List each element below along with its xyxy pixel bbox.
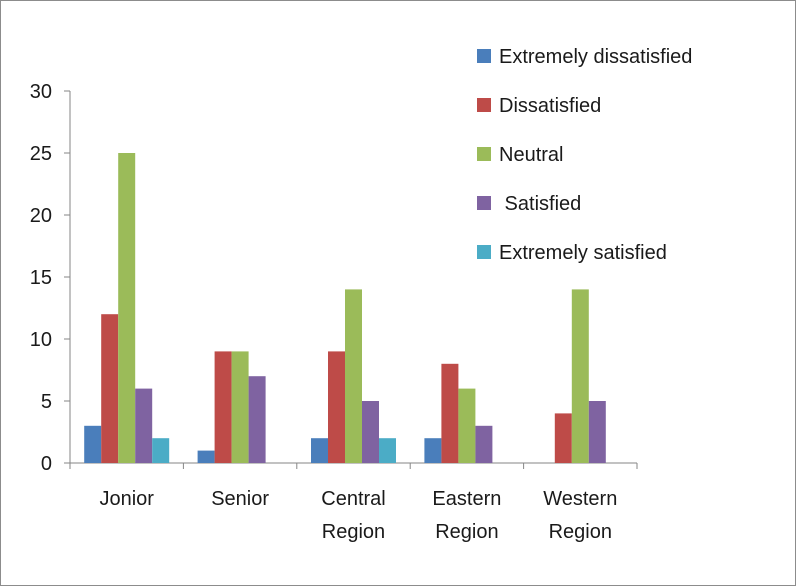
- legend-swatch: [477, 245, 491, 259]
- legend-swatch: [477, 196, 491, 210]
- bar: [571, 289, 589, 463]
- bar: [101, 314, 119, 463]
- bar: [311, 438, 328, 463]
- bar: [554, 413, 572, 463]
- legend-label: Satisfied: [499, 193, 581, 215]
- y-tick-label: 15: [30, 267, 52, 289]
- bar: [248, 376, 266, 463]
- bar: [118, 153, 136, 463]
- legend-label: Dissatisfied: [499, 95, 601, 117]
- x-tick-label: Region: [549, 521, 612, 543]
- bar: [135, 388, 153, 463]
- legend-label: Neutral: [499, 144, 563, 166]
- bar: [379, 438, 396, 463]
- bar: [152, 438, 170, 463]
- bar: [424, 438, 442, 463]
- x-tick-label: Western: [543, 488, 617, 510]
- bar: [231, 351, 249, 463]
- bar: [197, 450, 215, 463]
- bar: [84, 425, 102, 463]
- legend-swatch: [477, 147, 491, 161]
- legend-swatch: [477, 98, 491, 112]
- y-tick-label: 25: [30, 143, 52, 165]
- bar: [345, 289, 362, 463]
- bar: [458, 388, 476, 463]
- legend-label: Extremely satisfied: [499, 242, 667, 264]
- legend-label: Extremely dissatisfied: [499, 46, 692, 68]
- y-tick-label: 10: [30, 329, 52, 351]
- bar: [214, 351, 232, 463]
- bar: [441, 363, 459, 463]
- legend-swatch: [477, 49, 491, 63]
- y-tick-label: 5: [41, 391, 52, 413]
- x-tick-label: Central: [321, 488, 385, 510]
- x-tick-label: Region: [322, 521, 385, 543]
- bar: [475, 425, 493, 463]
- y-tick-label: 20: [30, 205, 52, 227]
- bar: [588, 401, 606, 463]
- y-tick-label: 0: [41, 453, 52, 475]
- bar: [328, 351, 345, 463]
- x-tick-label: Senior: [211, 488, 269, 510]
- x-tick-label: Jonior: [99, 488, 154, 510]
- y-tick-label: 30: [30, 81, 52, 103]
- x-tick-label: Region: [435, 521, 498, 543]
- x-tick-label: Eastern: [432, 488, 501, 510]
- bar: [362, 401, 379, 463]
